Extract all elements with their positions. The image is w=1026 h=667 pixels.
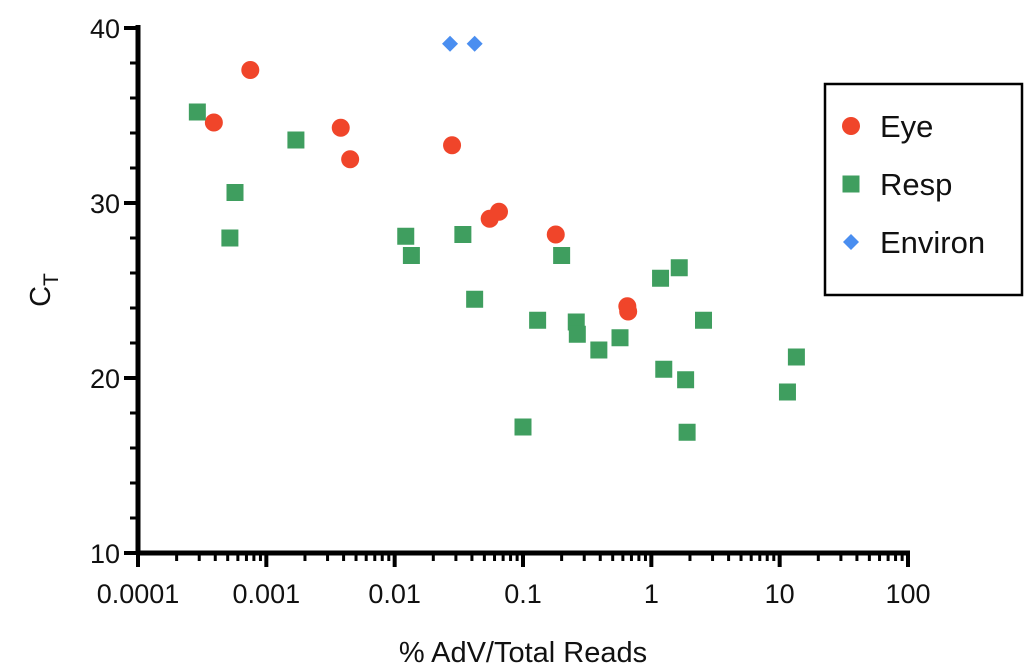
x-tick-label: 100 (885, 579, 930, 609)
series-eye (204, 61, 638, 321)
resp-point (677, 371, 695, 389)
eye-point (241, 61, 260, 79)
eye-point (546, 225, 565, 244)
resp-point (188, 103, 206, 121)
resp-point (529, 311, 547, 329)
x-axis-title: % AdV/Total Reads (399, 637, 647, 667)
resp-point (221, 229, 239, 247)
x-tick-label: 1 (644, 579, 659, 609)
legend-label-resp: Resp (880, 167, 952, 202)
y-tick-label: 30 (90, 189, 120, 219)
series-resp (188, 103, 805, 441)
y-axis-title-sub: T (40, 273, 63, 286)
resp-point (466, 290, 484, 308)
resp-point (287, 131, 305, 149)
y-tick-labels: 10 20 30 40 (90, 14, 120, 569)
resp-point (611, 329, 629, 347)
eye-point (489, 202, 508, 221)
resp-point (568, 325, 586, 343)
x-tick-labels: 0.0001 0.001 0.01 0.1 1 10 100 (97, 579, 931, 609)
legend-items: Eye Resp Environ (842, 109, 985, 260)
y-tick-label: 10 (90, 539, 120, 569)
environ-point (466, 35, 483, 52)
legend-label-eye: Eye (880, 109, 933, 144)
legend-marker-environ (843, 234, 859, 250)
eye-point (204, 113, 223, 132)
x-tick-label: 10 (765, 579, 795, 609)
eye-point (619, 302, 638, 321)
y-axis-title-main: C (25, 286, 57, 307)
x-ticks (136, 553, 910, 567)
y-tick-label: 20 (90, 364, 120, 394)
x-tick-label: 0.1 (504, 579, 542, 609)
resp-point (652, 269, 670, 287)
legend-label-environ: Environ (880, 225, 985, 260)
resp-point (678, 423, 696, 441)
data-points (188, 35, 805, 441)
resp-point (454, 226, 472, 243)
resp-point (695, 311, 713, 329)
resp-point (670, 259, 688, 277)
eye-point (341, 150, 360, 169)
y-ticks (124, 26, 138, 555)
resp-point (655, 360, 673, 378)
x-tick-label: 0.01 (368, 579, 421, 609)
resp-point (514, 418, 532, 436)
environ-point (442, 35, 459, 52)
resp-point (778, 383, 796, 401)
resp-point (397, 227, 415, 245)
y-tick-label: 40 (90, 14, 120, 44)
resp-point (553, 247, 571, 264)
eye-point (331, 118, 350, 137)
legend-marker-eye (842, 117, 860, 135)
series-environ (442, 35, 483, 52)
resp-point (402, 247, 420, 264)
axes (135, 25, 910, 556)
x-tick-label: 0.0001 (97, 579, 180, 609)
y-axis-title: CT (25, 273, 63, 307)
x-tick-label: 0.001 (233, 579, 301, 609)
resp-point (787, 348, 805, 366)
legend-marker-resp (842, 175, 860, 193)
eye-point (443, 136, 462, 155)
resp-point (226, 184, 244, 201)
resp-point (590, 341, 608, 359)
legend: Eye Resp Environ (823, 82, 1024, 297)
